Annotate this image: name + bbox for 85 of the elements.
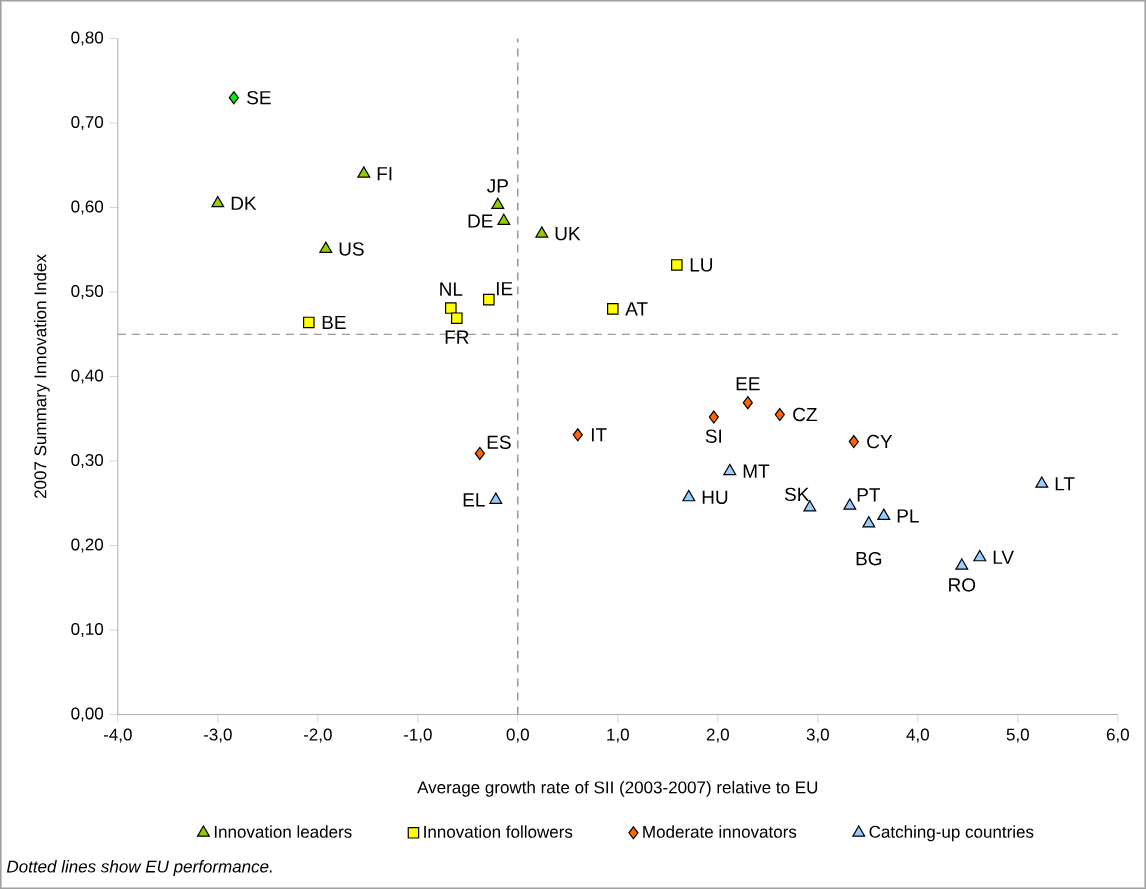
x-tick-label: 2,0 xyxy=(706,728,729,743)
annotation: SI xyxy=(705,429,722,443)
y-tick-label: 0,10 xyxy=(71,622,104,638)
annotation: PT xyxy=(857,488,881,502)
annotation: BE xyxy=(322,315,346,329)
y-tick-label: 0,50 xyxy=(71,285,104,300)
annotation: IE xyxy=(496,282,513,296)
annotation: DE xyxy=(468,214,493,228)
x-tick-label: 5,0 xyxy=(1006,728,1029,743)
point xyxy=(211,195,225,208)
text: Dotted lines show EU performance. xyxy=(6,860,272,876)
point xyxy=(319,241,333,253)
point xyxy=(491,197,505,209)
annotation: AT xyxy=(625,302,648,316)
point xyxy=(535,226,549,238)
y-tick-label: 0,00 xyxy=(71,707,104,722)
legend-label: Catching-up countries xyxy=(869,825,1034,842)
x-tick-label: -3,0 xyxy=(203,728,232,743)
point xyxy=(973,549,987,562)
annotation: LU xyxy=(690,258,713,272)
y-tick-label: 0,40 xyxy=(71,369,104,384)
annotation: FR xyxy=(445,330,469,344)
point xyxy=(671,259,683,271)
annotation: US xyxy=(339,242,364,256)
x-tick-label: 0,0 xyxy=(506,728,529,743)
annotation: LT xyxy=(1055,477,1075,491)
x-tick-label: -2,0 xyxy=(303,728,332,743)
x-tick-label: -1,0 xyxy=(403,728,432,743)
point xyxy=(877,508,891,520)
annotation: PL xyxy=(897,509,919,523)
point xyxy=(742,396,753,410)
annotation: EL xyxy=(463,493,485,507)
legend-label: Innovation followers xyxy=(424,825,573,838)
annotation: JP xyxy=(487,179,508,193)
annotation: NL xyxy=(440,282,463,296)
point xyxy=(474,446,485,460)
x-tick-label: 4,0 xyxy=(906,728,929,743)
annotation: CY xyxy=(867,434,893,449)
x-tick-label: -4,0 xyxy=(103,728,132,743)
annotation: LV xyxy=(993,550,1014,564)
point xyxy=(848,434,859,449)
point xyxy=(843,498,857,510)
y-tick-label: 0,20 xyxy=(71,538,104,553)
y-axis-title: 2007 Summary Innovation Index xyxy=(33,254,50,499)
y-tick-label: 0,60 xyxy=(71,200,104,215)
annotation: DK xyxy=(231,196,257,210)
annotation: ES xyxy=(487,435,511,449)
point xyxy=(497,213,511,226)
point xyxy=(723,463,737,476)
point xyxy=(862,516,876,528)
annotation: SE xyxy=(247,90,271,105)
annotation: UK xyxy=(555,227,581,241)
point xyxy=(803,500,817,512)
annotation: CZ xyxy=(793,407,817,422)
annotation: EE xyxy=(736,377,760,391)
point xyxy=(228,91,239,105)
legend-label: Moderate innovators xyxy=(643,825,797,838)
x-tick-label: 6,0 xyxy=(1106,728,1129,743)
point xyxy=(489,492,503,504)
x-tick-label: 3,0 xyxy=(806,728,829,743)
y-tick-label: 0,30 xyxy=(71,454,104,469)
point xyxy=(607,303,619,315)
point xyxy=(451,312,463,324)
point xyxy=(303,316,315,329)
annotation: MT xyxy=(743,464,770,478)
point xyxy=(708,410,719,424)
y-tick-label: 0,80 xyxy=(71,31,104,46)
annotation: HU xyxy=(702,490,728,504)
annotation: IT xyxy=(591,428,607,442)
y-tick-label: 0,70 xyxy=(71,116,104,131)
point xyxy=(955,558,969,570)
legend-label: Innovation leaders xyxy=(214,825,352,838)
point xyxy=(1035,476,1049,488)
point xyxy=(774,407,785,422)
annotation: SK xyxy=(784,487,810,502)
annotation: FI xyxy=(377,167,392,181)
x-axis-title: Average growth rate of SII (2003-2007) relative to EU xyxy=(417,780,818,797)
point xyxy=(357,166,371,178)
point xyxy=(445,302,457,314)
x-tick-label: 1,0 xyxy=(607,728,629,743)
point xyxy=(572,428,583,442)
point xyxy=(483,293,495,306)
point xyxy=(682,489,696,502)
annotation: RO xyxy=(949,578,976,592)
annotation: BG xyxy=(856,551,882,566)
